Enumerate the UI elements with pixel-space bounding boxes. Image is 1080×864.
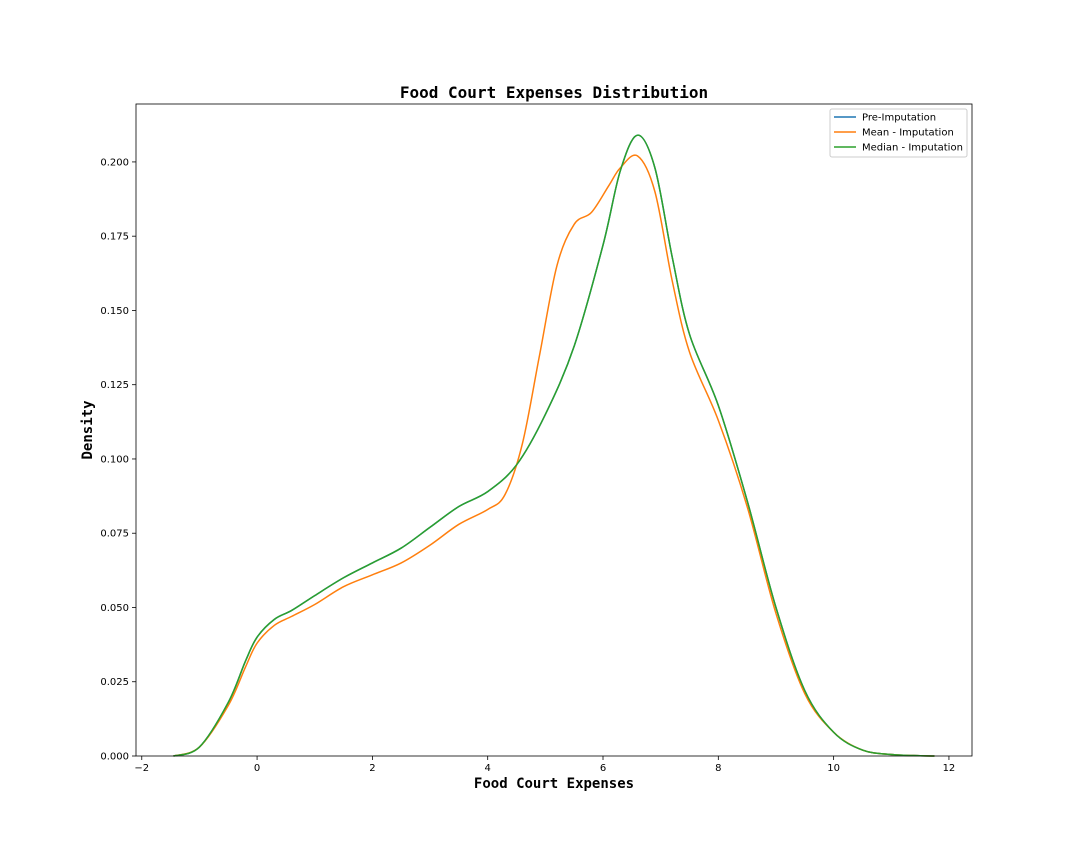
y-tick-label: 0.175 (100, 232, 129, 243)
x-tick-label: −2 (134, 763, 149, 774)
x-tick-label: 0 (254, 763, 260, 774)
x-tick-label: 2 (369, 763, 375, 774)
series-layer (173, 134, 935, 757)
y-axis-label: Density (80, 400, 96, 460)
x-tick-label: 8 (715, 763, 721, 774)
plot-frame (135, 103, 973, 757)
legend-label: Median - Imputation (862, 143, 963, 154)
x-tick-label: 4 (485, 763, 491, 774)
y-tick-label: 0.000 (100, 752, 129, 763)
legend-label: Mean - Imputation (862, 128, 954, 139)
y-tick-label: 0.050 (100, 603, 129, 614)
x-axis: −2 0 2 4 6 8 10 12 (134, 756, 955, 774)
series-line-pre-imputation (173, 134, 935, 757)
y-tick-label: 0.025 (100, 677, 129, 688)
plot-area (135, 103, 973, 757)
legend-label: Pre-Imputation (862, 113, 936, 124)
legend-box (829, 108, 968, 158)
y-tick-label: 0.075 (100, 529, 129, 540)
x-tick-label: 6 (600, 763, 606, 774)
series-line-mean-imputation (173, 154, 935, 757)
x-tick-label: 10 (827, 763, 840, 774)
chart-title: Food Court Expenses Distribution (400, 83, 708, 102)
y-tick-label: 0.200 (100, 157, 129, 168)
y-tick-label: 0.100 (100, 454, 129, 465)
series-line-median-imputation (173, 134, 935, 757)
y-tick-label: 0.125 (100, 380, 129, 391)
x-tick-label: 12 (943, 763, 956, 774)
y-tick-label: 0.150 (100, 306, 129, 317)
y-axis: 0.000 0.025 0.050 0.075 0.100 0.125 0.150 0.175… (100, 157, 136, 763)
legend: Pre-Imputation Mean - Imputation Median - … (829, 108, 968, 158)
x-axis-label: Food Court Expenses (474, 776, 634, 792)
